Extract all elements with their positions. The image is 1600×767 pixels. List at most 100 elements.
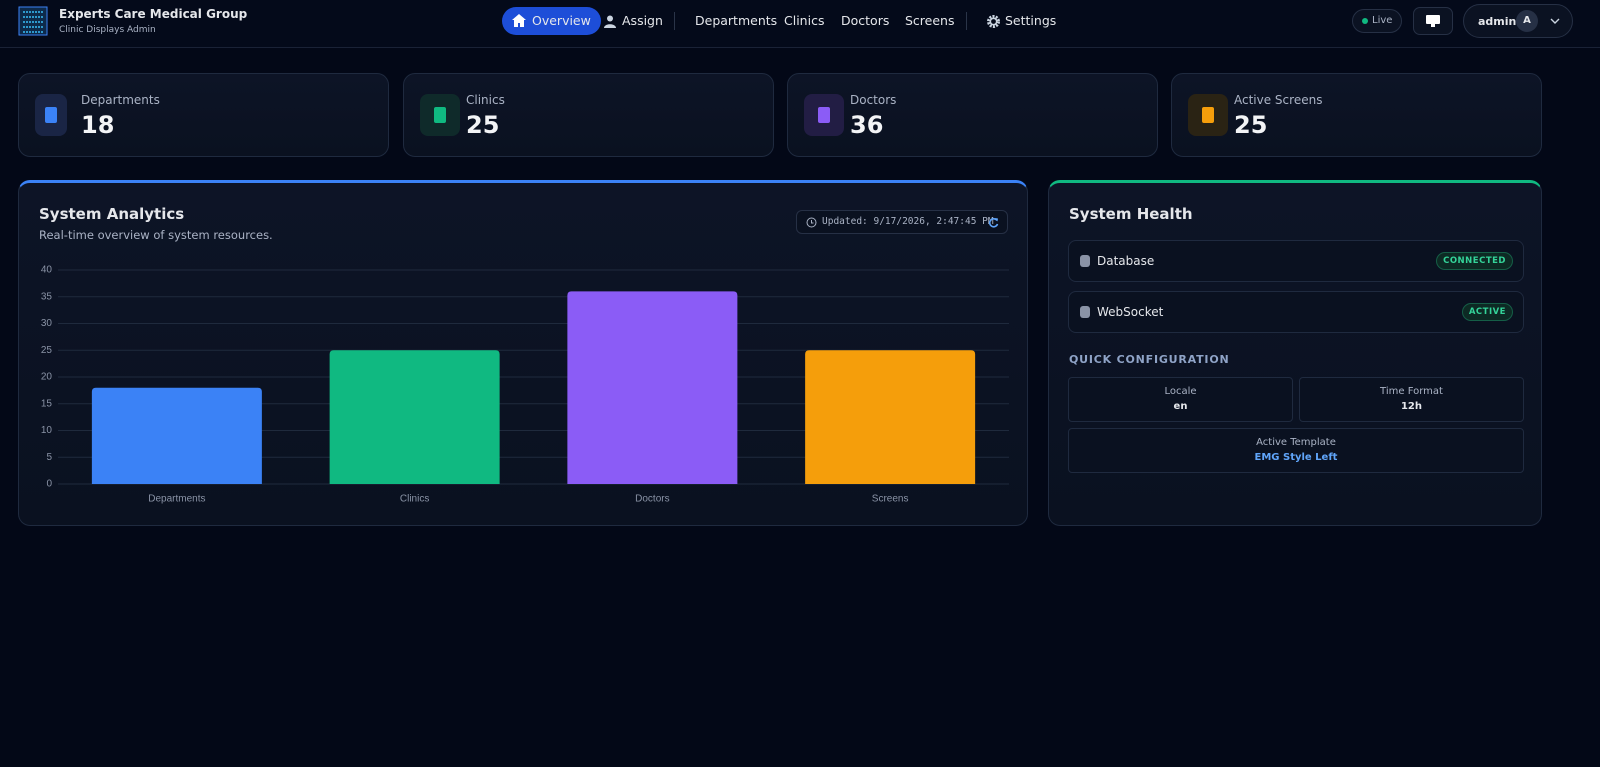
icon xyxy=(1080,255,1090,267)
updated-text: Updated: 9/17/2026, 2:47:45 PM xyxy=(822,216,994,227)
y-tick-label: 40 xyxy=(41,265,53,276)
icon-shape xyxy=(45,107,57,123)
stat-card: Departments 18 xyxy=(18,73,389,157)
y-tick-label: 20 xyxy=(41,372,53,383)
stat-value: 25 xyxy=(1234,111,1268,139)
stat-label: Active Screens xyxy=(1234,93,1323,107)
app-subtitle: Clinic Displays Admin xyxy=(59,25,156,35)
y-tick-label: 15 xyxy=(41,398,53,409)
panel-title: System Health xyxy=(1069,205,1193,223)
icon-shape xyxy=(818,107,830,123)
nav-label: Assign xyxy=(622,13,663,28)
stat-icon xyxy=(1188,94,1228,136)
bar-chart: 0 5 10 15 20 25 30 35 40 Departments Clinics Doctor… xyxy=(41,265,1009,505)
y-tick-label: 25 xyxy=(41,345,53,356)
user-menu[interactable]: admin A xyxy=(1463,4,1573,38)
nav-doctors[interactable]: Doctors xyxy=(841,13,890,28)
panel-title: System Analytics xyxy=(39,205,185,223)
icon xyxy=(987,15,1000,28)
divider xyxy=(966,12,967,30)
service-status: CONNECTED xyxy=(1436,252,1513,270)
y-tick-label: 0 xyxy=(46,479,52,490)
logo xyxy=(18,6,48,36)
header: Experts Care Medical Group Clinic Displa… xyxy=(0,0,1600,48)
stat-label: Doctors xyxy=(850,93,897,107)
service-name: WebSocket xyxy=(1097,305,1164,319)
panel-subtitle: Real-time overview of system resources. xyxy=(39,228,273,242)
stat-card: Doctors 36 xyxy=(787,73,1158,157)
stat-icon xyxy=(804,94,844,136)
section-title: QUICK CONFIGURATION xyxy=(1069,353,1230,366)
config-label: Time Format xyxy=(1380,386,1443,397)
avatar: A xyxy=(1516,10,1538,32)
nav-clinics[interactable]: Clinics xyxy=(784,13,825,28)
display-button[interactable] xyxy=(1413,7,1453,35)
stat-value: 18 xyxy=(81,111,115,139)
divider xyxy=(674,12,675,30)
icon-shape xyxy=(1080,255,1090,267)
service-row: WebSocket ACTIVE xyxy=(1068,291,1524,333)
analytics-panel: System Analytics Real-time overview of s… xyxy=(18,180,1028,526)
x-tick-label: Clinics xyxy=(400,494,429,505)
config-label: Locale xyxy=(1164,386,1197,397)
clock-icon xyxy=(806,217,817,228)
x-tick-label: Screens xyxy=(872,494,909,505)
live-status: Live xyxy=(1352,9,1402,33)
bar xyxy=(567,291,738,484)
y-tick-label: 35 xyxy=(41,291,53,302)
nav-settings[interactable]: Settings xyxy=(977,7,1066,35)
stat-label: Clinics xyxy=(466,93,505,107)
app-title: Experts Care Medical Group xyxy=(59,7,248,21)
icon xyxy=(818,107,830,123)
stat-value: 25 xyxy=(466,111,500,139)
nav-label: Overview xyxy=(532,13,591,28)
y-tick-label: 30 xyxy=(41,318,53,329)
nav-overview[interactable]: Overview xyxy=(502,7,601,35)
icon xyxy=(434,107,446,123)
y-tick-label: 5 xyxy=(46,452,52,463)
health-panel: System Health Database CONNECTED WebSocket… xyxy=(1048,180,1542,526)
x-tick-label: Departments xyxy=(148,494,205,505)
config-label: Active Template xyxy=(1256,437,1336,448)
status-label: Live xyxy=(1372,15,1393,26)
status-dot xyxy=(1362,18,1368,24)
nav-label: Settings xyxy=(1005,13,1057,28)
config-item: Active Template EMG Style Left xyxy=(1068,428,1524,473)
config-item: Time Format 12h xyxy=(1299,377,1524,422)
service-row: Database CONNECTED xyxy=(1068,240,1524,282)
config-value: 12h xyxy=(1400,401,1423,412)
bar xyxy=(805,350,976,484)
stat-card: Clinics 25 xyxy=(403,73,774,157)
refresh-button[interactable] xyxy=(988,217,999,228)
user-name: admin xyxy=(1478,15,1517,28)
stat-label: Departments xyxy=(81,93,160,107)
icon xyxy=(1202,107,1214,123)
nav-screens[interactable]: Screens xyxy=(905,13,955,28)
x-tick-label: Doctors xyxy=(635,494,669,505)
service-name: Database xyxy=(1097,254,1155,268)
y-tick-label: 10 xyxy=(41,425,53,436)
icon-shape xyxy=(434,107,446,123)
icon xyxy=(604,15,616,28)
bar xyxy=(91,387,262,484)
config-item: Locale en xyxy=(1068,377,1293,422)
service-status: ACTIVE xyxy=(1461,303,1513,321)
icon-shape xyxy=(1080,306,1090,318)
config-value: EMG Style Left xyxy=(1254,452,1338,463)
stat-card: Active Screens 25 xyxy=(1171,73,1542,157)
config-value: en xyxy=(1173,401,1188,412)
nav-departments[interactable]: Departments xyxy=(695,13,778,28)
icon xyxy=(45,107,57,123)
nav-assign[interactable]: Assign xyxy=(596,7,673,35)
icon xyxy=(512,14,526,27)
updated-chip: Updated: 9/17/2026, 2:47:45 PM xyxy=(796,210,1008,234)
icon xyxy=(1426,15,1440,27)
bar xyxy=(329,350,500,484)
icon-shape xyxy=(1202,107,1214,123)
stat-icon xyxy=(35,94,67,136)
stat-icon xyxy=(420,94,460,136)
chevron xyxy=(1550,18,1560,24)
icon xyxy=(1080,306,1090,318)
stat-value: 36 xyxy=(850,111,884,139)
